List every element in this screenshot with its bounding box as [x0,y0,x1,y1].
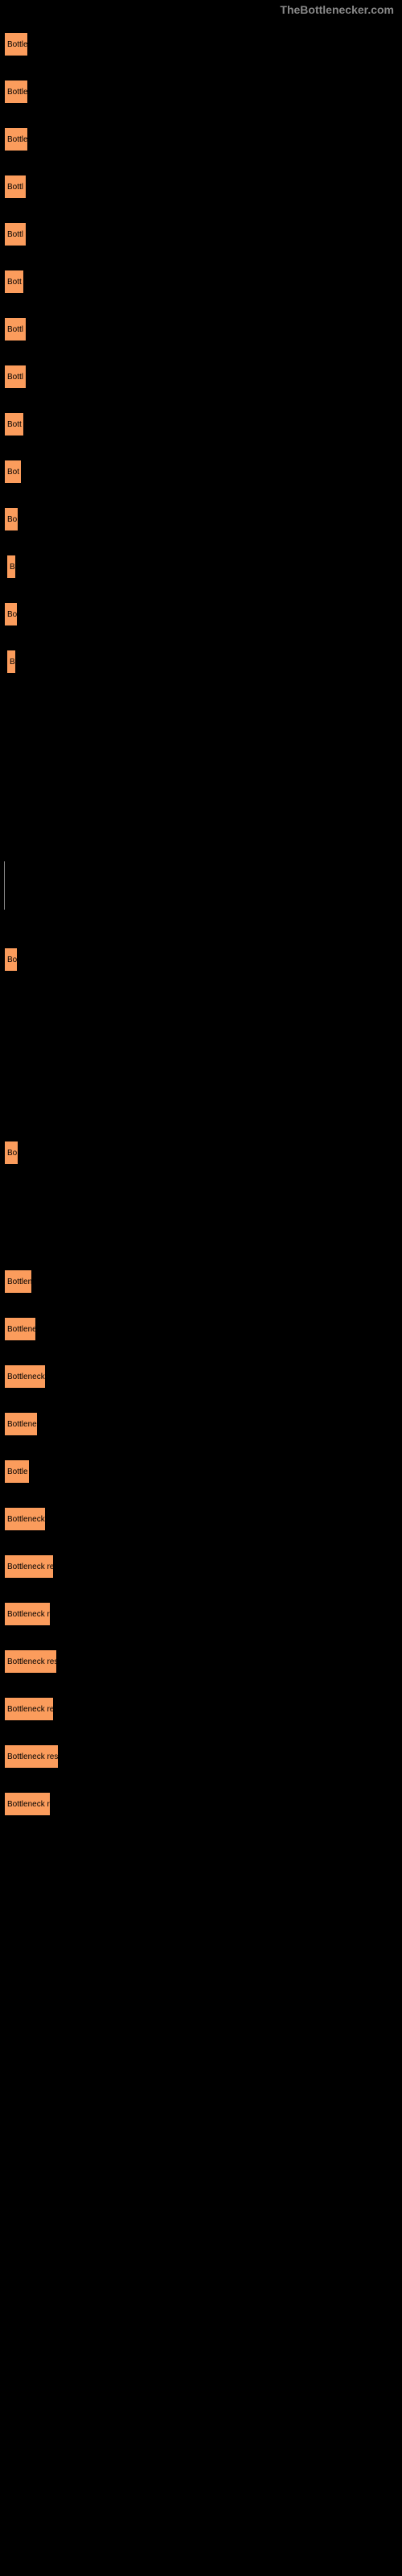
bar-row: Bottleneck [4,1364,402,1389]
bar-row: B [4,555,402,579]
bar: Bottleneck [4,1507,46,1531]
bar-row: Bo [4,1141,402,1165]
page-header: TheBottlenecker.com [0,0,402,16]
bar: Bottleneck r [4,1602,51,1626]
bar: Bottle [4,1459,30,1484]
bar-label: B [10,563,15,572]
bar-label: Bottleneck re [7,1563,54,1571]
bar-label: Bottle [7,1468,28,1476]
bar-row: Bottle [4,127,402,151]
bar-label: Bo [7,956,17,964]
bar-row: Bottlene [4,1317,402,1341]
bar-label: Bottleneck r [7,1610,50,1619]
bar: B [6,650,16,674]
bar: Bottl [4,222,27,246]
bar-row: Bottleneck re [4,1697,402,1721]
bar-row: Bottlene [4,1412,402,1436]
bar-label: Bottle [7,135,28,144]
bar-label: Bottlen [7,1278,32,1286]
bar-row: Bottl [4,365,402,389]
bar-row: Bottleneck re [4,1554,402,1579]
bars-host: Bottle Bottle Bottle Bottl Bottl Bott Bottl Bot… [4,32,402,1816]
bar-row: Bottlen [4,1269,402,1294]
bar-row: Bottleneck [4,1507,402,1531]
bar-row: Bo [4,602,402,626]
bar-row: Bottleneck r [4,1602,402,1626]
bar: Bo [4,507,18,531]
bar: Bo [4,1141,18,1165]
bar-label: Bottleneck res [7,1657,57,1666]
axis-line [4,861,5,910]
bar: Bottleneck re [4,1697,54,1721]
bar-label: Bo [7,610,17,619]
bar: Bottleneck res [4,1649,57,1674]
bar-label: Bottlene [7,1420,37,1429]
bar-row: Bottleneck res [4,1649,402,1674]
bar: Bottleneck re [4,1554,54,1579]
bar-row: Bottle [4,32,402,56]
bar-label: Bottlene [7,1325,36,1334]
bar: Bottle [4,32,28,56]
bar-label: Bottleneck [7,1515,45,1524]
bar-label: Bottleneck r [7,1800,50,1809]
bar-label: Bottl [7,325,23,334]
bar-label: Bot [7,468,19,477]
bar-label: Bottleneck res [7,1752,58,1761]
bar-row: Bott [4,412,402,436]
bar: Bo [4,602,18,626]
bar: Bott [4,412,24,436]
site-name: TheBottlenecker.com [280,3,394,16]
bar-row: Bot [4,460,402,484]
bar-label: Bott [7,278,22,287]
bar-label: Bottle [7,40,28,49]
bar-label: Bottl [7,183,23,192]
bar: Bottl [4,317,27,341]
bar: Bottlene [4,1317,36,1341]
bar-row: Bottleneck res [4,1744,402,1769]
bar-label: Bottleneck [7,1373,45,1381]
bar-label: Bottl [7,373,23,382]
bar: Bottleneck [4,1364,46,1389]
bar-label: Bottl [7,230,23,239]
bar: Bottleneck res [4,1744,59,1769]
bar-label: Bottle [7,88,28,97]
bar: Bott [4,270,24,294]
bar-row: Bottleneck r [4,1792,402,1816]
bar-row: Bottl [4,317,402,341]
bar-label: Bo [7,515,17,524]
bar: B [6,555,16,579]
bar: Bottl [4,365,27,389]
bar: Bottlen [4,1269,32,1294]
bar: Bottlene [4,1412,38,1436]
bar-row: Bo [4,947,402,972]
bar-row: Bott [4,270,402,294]
bar-chart: Bottle Bottle Bottle Bottl Bottl Bott Bottl Bot… [0,16,402,1856]
bar-row: Bottl [4,175,402,199]
bar-label: Bottleneck re [7,1705,54,1714]
bar: Bottleneck r [4,1792,51,1816]
bar-row: Bottle [4,80,402,104]
bar-label: B [10,658,15,667]
bar-row: Bo [4,507,402,531]
bar: Bottle [4,80,28,104]
bar: Bottl [4,175,27,199]
bar: Bo [4,947,18,972]
bar-row: B [4,650,402,674]
bar: Bottle [4,127,28,151]
bar-label: Bo [7,1149,17,1158]
bar-label: Bott [7,420,22,429]
bar-row: Bottle [4,1459,402,1484]
bar: Bot [4,460,22,484]
bar-row: Bottl [4,222,402,246]
